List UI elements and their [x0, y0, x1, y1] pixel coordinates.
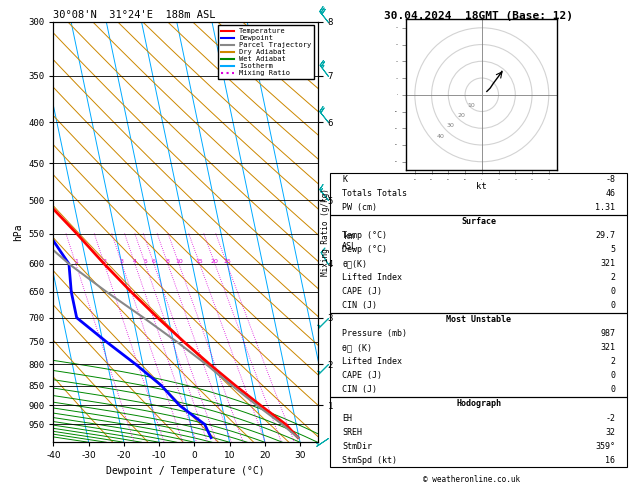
Text: 2: 2: [103, 259, 106, 264]
Text: Totals Totals: Totals Totals: [342, 189, 407, 198]
Text: 0: 0: [610, 287, 615, 296]
Text: 0: 0: [610, 301, 615, 310]
Text: 29.7: 29.7: [595, 231, 615, 240]
Text: Dewp (°C): Dewp (°C): [342, 245, 387, 254]
Text: 0: 0: [610, 371, 615, 381]
Text: © weatheronline.co.uk: © weatheronline.co.uk: [423, 474, 520, 484]
Y-axis label: hPa: hPa: [13, 223, 23, 241]
Text: Lifted Index: Lifted Index: [342, 273, 402, 282]
Text: K: K: [342, 175, 347, 184]
Text: Hodograph: Hodograph: [456, 399, 501, 409]
Text: StmDir: StmDir: [342, 442, 372, 451]
Text: 30: 30: [447, 123, 455, 128]
Text: 20: 20: [457, 113, 465, 118]
X-axis label: kt: kt: [476, 181, 487, 191]
Text: 987: 987: [600, 330, 615, 338]
Text: PW (cm): PW (cm): [342, 203, 377, 212]
Text: CAPE (J): CAPE (J): [342, 287, 382, 296]
Text: -2: -2: [605, 414, 615, 422]
Text: SREH: SREH: [342, 428, 362, 436]
Text: StmSpd (kt): StmSpd (kt): [342, 455, 397, 465]
Text: 6: 6: [152, 259, 156, 264]
Y-axis label: km
ASL: km ASL: [342, 232, 357, 251]
Bar: [330, 215, 627, 313]
X-axis label: Dewpoint / Temperature (°C): Dewpoint / Temperature (°C): [106, 466, 265, 476]
Text: 20: 20: [211, 259, 219, 264]
Text: CIN (J): CIN (J): [342, 385, 377, 395]
Text: θᴇ (K): θᴇ (K): [342, 344, 372, 352]
Text: θᴇ(K): θᴇ(K): [342, 259, 367, 268]
Text: 4: 4: [133, 259, 137, 264]
Text: Lifted Index: Lifted Index: [342, 357, 402, 366]
Text: 5: 5: [143, 259, 147, 264]
Text: -8: -8: [605, 175, 615, 184]
Bar: [330, 173, 627, 215]
Bar: [330, 313, 627, 397]
Text: Mixing Ratio (g/kg): Mixing Ratio (g/kg): [321, 188, 330, 276]
Text: 10: 10: [467, 103, 476, 107]
Bar: [330, 397, 627, 467]
Text: 32: 32: [605, 428, 615, 436]
Text: 5: 5: [610, 245, 615, 254]
Text: 10: 10: [175, 259, 183, 264]
Text: 8: 8: [166, 259, 170, 264]
Text: 1: 1: [74, 259, 78, 264]
Text: 359°: 359°: [595, 442, 615, 451]
Text: 1.31: 1.31: [595, 203, 615, 212]
Text: 16: 16: [605, 455, 615, 465]
Text: 25: 25: [223, 259, 231, 264]
Text: Temp (°C): Temp (°C): [342, 231, 387, 240]
Text: 40: 40: [437, 134, 444, 139]
Text: Most Unstable: Most Unstable: [446, 315, 511, 324]
Text: 30°08'N  31°24'E  188m ASL: 30°08'N 31°24'E 188m ASL: [53, 10, 216, 20]
Text: Surface: Surface: [461, 217, 496, 226]
Text: EH: EH: [342, 414, 352, 422]
Text: 15: 15: [196, 259, 204, 264]
Text: 2: 2: [610, 273, 615, 282]
Text: 0: 0: [610, 385, 615, 395]
Text: 321: 321: [600, 259, 615, 268]
Text: 46: 46: [605, 189, 615, 198]
Text: 2: 2: [610, 357, 615, 366]
Text: 3: 3: [120, 259, 124, 264]
Text: 321: 321: [600, 344, 615, 352]
Text: 30.04.2024  18GMT (Base: 12): 30.04.2024 18GMT (Base: 12): [384, 11, 573, 21]
Legend: Temperature, Dewpoint, Parcel Trajectory, Dry Adiabat, Wet Adiabat, Isotherm, Mi: Temperature, Dewpoint, Parcel Trajectory…: [218, 25, 314, 79]
Text: CIN (J): CIN (J): [342, 301, 377, 310]
Text: Pressure (mb): Pressure (mb): [342, 330, 407, 338]
Text: CAPE (J): CAPE (J): [342, 371, 382, 381]
